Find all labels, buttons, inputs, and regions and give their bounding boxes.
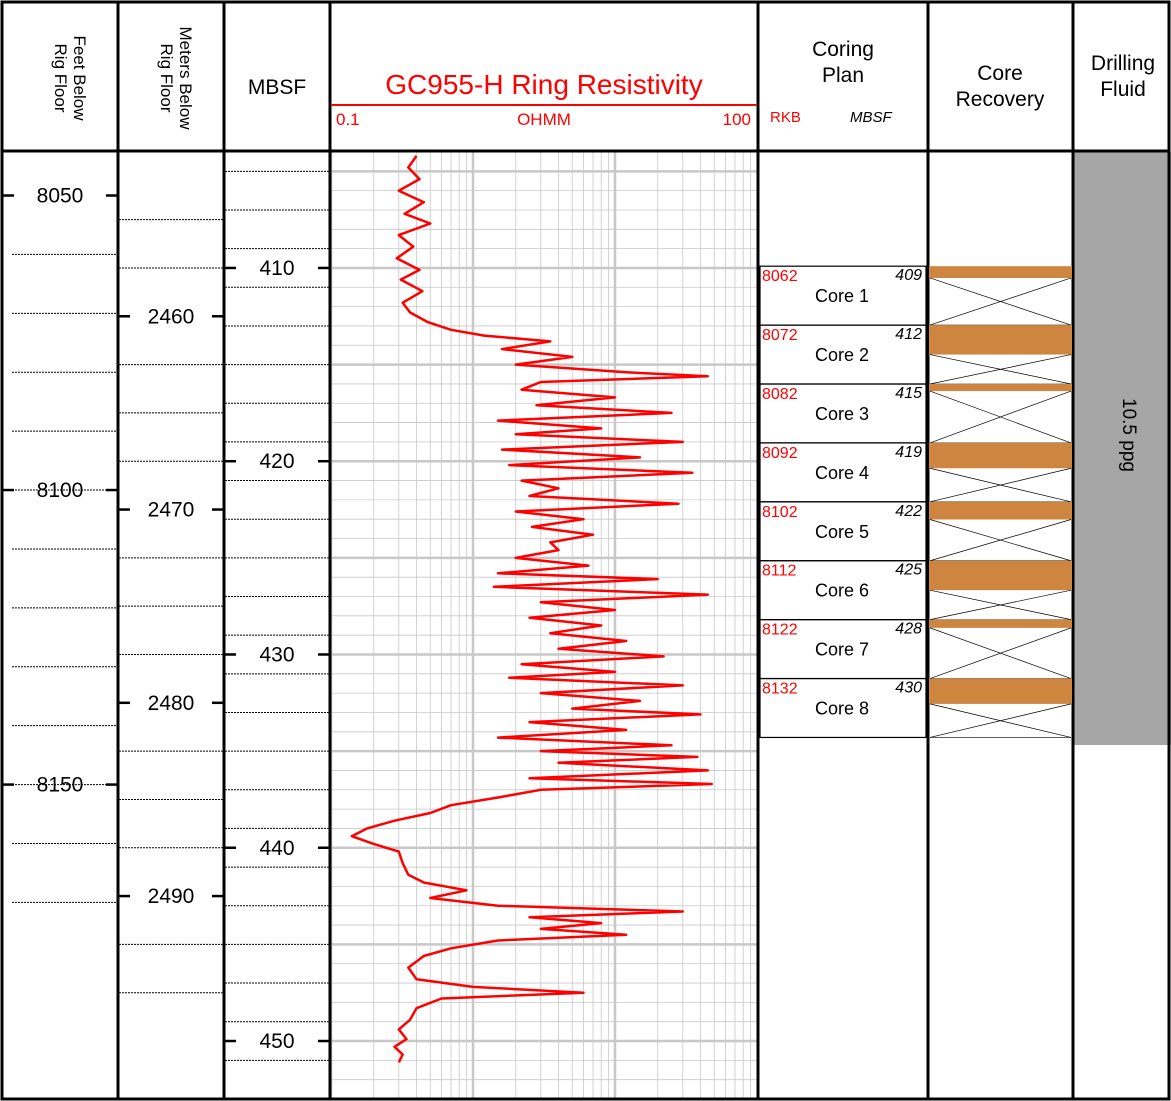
feet-tick-labels: 8050 8100 8150 [3, 185, 117, 797]
core-recovered-segment [929, 384, 1072, 392]
core-mbsf-label: 412 [895, 326, 922, 343]
core-recovery-header-line-1: Core [977, 62, 1023, 85]
core-lost-segment-line [929, 703, 1072, 738]
core-rkb-label: 8062 [762, 268, 798, 285]
core-lost-segment-line [929, 390, 1072, 444]
meters-tick-labels: 2460 2470 2480 2490 [119, 305, 223, 908]
rkb-header: RKB [770, 109, 801, 126]
core-name-label: Core 3 [815, 404, 869, 424]
core-mbsf-label: 425 [895, 562, 922, 579]
meters-label: 2470 [148, 499, 195, 522]
meters-header-line-1: Meters Below [176, 27, 195, 131]
core-lost-segment-line [929, 467, 1072, 503]
feet-label: 8150 [37, 774, 84, 797]
core-rkb-label: 8082 [762, 386, 798, 403]
core-mbsf-label: 422 [895, 503, 922, 520]
mbsf-label: 450 [259, 1030, 294, 1053]
core-rkb-label: 8102 [762, 504, 798, 521]
core-name-label: Core 6 [815, 581, 869, 601]
drilling-fluid-band [1073, 152, 1171, 745]
core-recovered-segment [929, 442, 1072, 469]
core-recovered-segment [929, 325, 1072, 355]
core-name-label: Core 2 [815, 345, 869, 365]
resistivity-min-label: 0.1 [336, 110, 360, 129]
core-lost-segment-line [929, 354, 1072, 385]
header-meters: Meters Below Rig Floor [157, 27, 195, 131]
core-name-label: Core 1 [815, 286, 869, 306]
resistivity-curve [350, 155, 713, 1063]
feet-label: 8050 [37, 185, 84, 208]
mbsf-label: 430 [259, 643, 294, 666]
meters-label: 2460 [148, 305, 195, 328]
mbsf-label: 440 [259, 837, 294, 860]
core-lost-segment-line [929, 627, 1072, 679]
core-rkb-label: 8092 [762, 445, 798, 462]
resistivity-title: GC955-H Ring Resistivity [385, 69, 702, 100]
feet-label: 8100 [37, 479, 84, 502]
core-mbsf-label: 430 [895, 680, 922, 697]
feet-header-line-2: Rig Floor [51, 44, 70, 113]
core-rkb-label: 8122 [762, 622, 798, 639]
core-mbsf-label: 409 [895, 267, 922, 284]
core-rkb-label: 8132 [762, 681, 798, 698]
mbsf-label: 410 [259, 257, 294, 280]
mbsf-tick-labels: 410 420 430 440 450 [225, 257, 329, 1053]
coring-plan-header-line-2: Plan [822, 64, 864, 87]
mbsf-label: 420 [259, 450, 294, 473]
mbsf-header: MBSF [248, 76, 306, 99]
core-interval-box [759, 677, 927, 739]
core-name-label: Core 5 [815, 522, 869, 542]
core-recovered-segment [929, 560, 1072, 591]
core-name-label: Core 4 [815, 463, 869, 483]
core-name-label: Core 7 [815, 640, 869, 660]
depth-gridlines [12, 170, 329, 1061]
meters-header-line-2: Rig Floor [157, 44, 176, 113]
core-recovery-intervals [929, 266, 1072, 738]
core-recovered-segment [929, 266, 1072, 278]
core-mbsf-label: 415 [895, 385, 922, 402]
coring-plan-header-line-1: Coring [812, 38, 874, 61]
core-mbsf-label: 419 [895, 444, 922, 461]
core-recovered-segment [929, 619, 1072, 628]
resistivity-max-label: 100 [723, 110, 751, 129]
core-lost-segment-line [929, 589, 1072, 620]
core-recovery-header-line-2: Recovery [956, 88, 1045, 111]
core-name-label: Core 8 [815, 699, 869, 719]
meters-label: 2490 [148, 885, 195, 908]
resistivity-unit-label: OHMM [517, 110, 571, 129]
coring-plan-intervals: 8062 409 Core 1 8072 412 Core 2 8082 415 Core 3 8… [759, 265, 927, 739]
core-recovered-segment [929, 501, 1072, 520]
drilling-fluid-value: 10.5 ppg [1118, 398, 1139, 472]
core-mbsf-label: 428 [895, 621, 922, 638]
core-rkb-label: 8112 [762, 563, 797, 580]
drilling-fluid-header-line-1: Drilling [1091, 52, 1155, 75]
core-lost-segment-line [929, 519, 1072, 562]
core-lost-segment-line [929, 277, 1072, 326]
feet-header-line-1: Feet Below [70, 35, 89, 121]
core-recovered-segment [929, 678, 1072, 704]
core-rkb-label: 8072 [762, 327, 798, 344]
drilling-fluid-header-line-2: Fluid [1100, 78, 1146, 101]
meters-label: 2480 [148, 692, 195, 715]
header-feet: Feet Below Rig Floor [51, 35, 89, 121]
plan-mbsf-header: MBSF [850, 109, 893, 126]
